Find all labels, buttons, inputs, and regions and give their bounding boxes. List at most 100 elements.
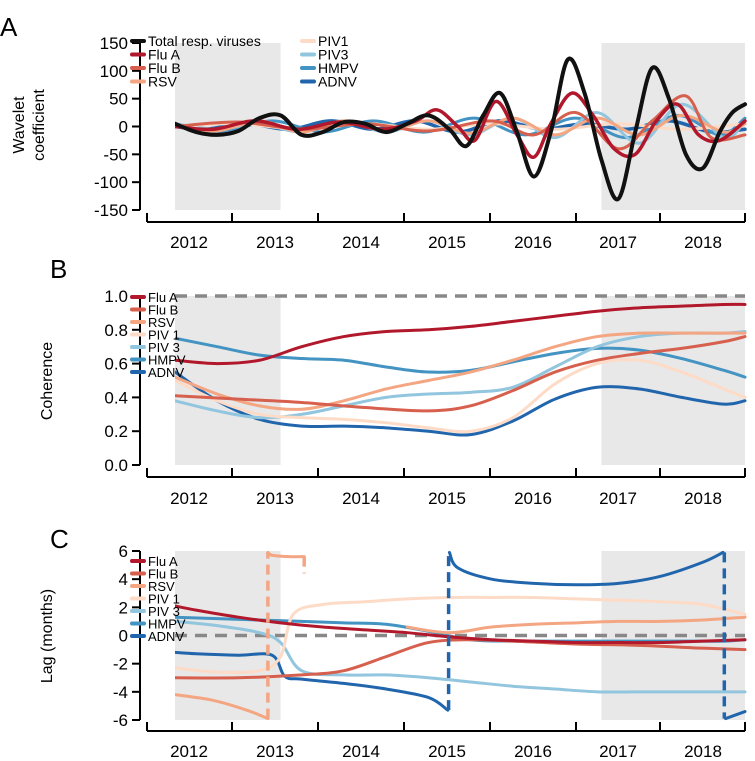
panel-c-y-tick-label: -4 xyxy=(113,683,128,702)
panel-c-series-adnv-segment-3 xyxy=(724,710,747,721)
panel-a-ylabel-line1: Wavelet xyxy=(11,96,28,154)
panel-c-legend-label-adnv: ADNV xyxy=(148,629,184,644)
panel-a-legend-label-piv3: PIV3 xyxy=(318,47,349,63)
panel-c-x-tick-label: 2013 xyxy=(256,742,294,761)
panel-c-y-tick-label: 0 xyxy=(119,627,128,646)
panel-a-legend-label-adnv: ADNV xyxy=(318,74,358,90)
panel-b-legend-label-adnv: ADNV xyxy=(148,365,184,380)
panel-a-y-tick-label: -100 xyxy=(94,173,128,192)
panel-label-a: A xyxy=(0,12,18,42)
panel-c-y-tick-label: -2 xyxy=(113,655,128,674)
panel-a-series-total-resp-viruses xyxy=(175,56,747,202)
panel-a-ylabel-line2: coefficient xyxy=(31,89,48,161)
panel-a-legend-label-flu-a: Flu A xyxy=(148,47,181,63)
panel-b-series xyxy=(175,302,747,437)
panel-b-shaded-periods xyxy=(175,296,745,465)
panel-b-legend-label-piv-3: PIV 3 xyxy=(148,340,180,355)
panel-c-x-tick-label: 2012 xyxy=(170,742,208,761)
panel-a-y-axis: 150 100 50 0 -50 -100 -150 xyxy=(94,34,141,220)
panel-a-plot-area xyxy=(175,56,747,202)
panel-b-legend-label-piv-1: PIV 1 xyxy=(148,328,180,343)
panel-b-series-rsv xyxy=(175,331,747,411)
panel-b-legend-label-hmpv: HMPV xyxy=(148,353,186,368)
panel-b-y-tick-label: 0.2 xyxy=(104,422,128,441)
panel-b-y-tick-label: 0.4 xyxy=(104,388,128,407)
panel-b-ylabel: Coherence xyxy=(39,342,56,420)
panel-a-legend-label-hmpv: HMPV xyxy=(318,60,359,76)
panel-a-x-tick-label: 2015 xyxy=(428,233,466,252)
panel-a-x-axis: 2012 2013 2014 2015 2016 2017 2018 xyxy=(146,213,746,252)
panel-b-x-tick-label: 2013 xyxy=(256,489,294,508)
panel-c-legend-label-rsv: RSV xyxy=(148,579,175,594)
panel-b-legend-label-flu-b: Flu B xyxy=(148,303,178,318)
panel-c-legend-label-piv-3: PIV 3 xyxy=(148,604,180,619)
panel-a-y-tick-label: -150 xyxy=(94,201,128,220)
panel-c-y-tick-label: -6 xyxy=(113,711,128,730)
panel-a-y-tick-label: 50 xyxy=(109,90,128,109)
panel-c-y-tick-label: 6 xyxy=(119,542,128,561)
panel-label-b: B xyxy=(50,254,67,284)
panel-a-legend-label-rsv: RSV xyxy=(148,74,177,90)
panel-c-x-tick-label: 2015 xyxy=(428,742,466,761)
panel-b-series-flu-a xyxy=(175,302,747,366)
panel-b-y-tick-label: 0.6 xyxy=(104,355,128,374)
panel-c-legend-label-hmpv: HMPV xyxy=(148,617,186,632)
panel-b: B 1.00.80.60.40.20.0 2012 2013 2014 2015 201… xyxy=(39,254,747,508)
panel-b-y-tick-label: 0.8 xyxy=(104,321,128,340)
panel-b-shaded-period-2 xyxy=(601,296,745,465)
panel-b-legend-label-flu-a: Flu A xyxy=(148,290,178,305)
panel-c-y-tick-label: 2 xyxy=(119,598,128,617)
panel-a-legend-label-total-resp-viruses: Total resp. viruses xyxy=(148,33,261,49)
panel-b-x-tick-label: 2018 xyxy=(684,489,722,508)
panel-c-x-tick-label: 2017 xyxy=(599,742,637,761)
panel-c-series-piv-1 xyxy=(175,595,747,675)
panel-c-x-tick-label: 2014 xyxy=(342,742,380,761)
panel-b-y-axis: 1.0 0.8 0.6 0.4 0.2 0.0 xyxy=(104,287,141,475)
panel-a-x-tick-label: 2012 xyxy=(170,233,208,252)
panel-a-series xyxy=(175,56,747,202)
panel-c-series-adnv-segment-2 xyxy=(447,550,725,587)
panel-b-series-flu-b xyxy=(175,335,747,413)
panel-a-y-tick-label: 100 xyxy=(100,62,128,81)
panel-a-legend-label-piv1: PIV1 xyxy=(318,33,349,49)
panel-a-x-tick-label: 2013 xyxy=(256,233,294,252)
panel-b-x-tick-label: 2015 xyxy=(428,489,466,508)
panel-c-series-adnv-segment-1 xyxy=(175,650,450,712)
panel-c-series-piv-3 xyxy=(175,619,747,694)
panel-c-y-tick-label: 4 xyxy=(119,570,128,589)
panel-a-y-tick-label: 150 xyxy=(100,34,128,53)
panel-a-x-tick-label: 2018 xyxy=(684,233,722,252)
panel-b-series-piv-1 xyxy=(175,358,747,434)
panel-c-plot-area xyxy=(175,550,747,721)
panel-b-plot-area xyxy=(175,302,747,437)
panel-c-x-tick-label: 2018 xyxy=(684,742,722,761)
panel-a-y-tick-label: 0 xyxy=(119,118,128,137)
panel-c-legend-label-flu-a: Flu A xyxy=(148,554,178,569)
panel-b-x-tick-label: 2012 xyxy=(170,489,208,508)
panel-b-x-tick-label: 2016 xyxy=(514,489,552,508)
panel-a-x-tick-label: 2014 xyxy=(342,233,380,252)
panel-b-legend-label-rsv: RSV xyxy=(148,315,175,330)
panel-c-series-rsv-segment-3 xyxy=(405,615,747,635)
panel-b-shaded-period-1 xyxy=(175,296,281,465)
panel-c-x-axis: 2012 2013 2014 2015 2016 2017 2018 xyxy=(146,722,746,761)
panel-b-series-adnv xyxy=(175,370,747,437)
panel-b-x-axis: 2012 2013 2014 2015 2016 2017 2018 xyxy=(146,468,746,508)
panel-b-y-tick-label: 1.0 xyxy=(104,287,128,306)
panel-c-legend-label-flu-b: Flu B xyxy=(148,567,178,582)
panel-a-x-tick-label: 2016 xyxy=(514,233,552,252)
panel-a-x-tick-label: 2017 xyxy=(599,233,637,252)
panel-a-y-tick-label: -50 xyxy=(103,145,128,164)
panel-c-ylabel: Lag (months) xyxy=(39,589,56,683)
panel-c-x-tick-label: 2016 xyxy=(514,742,552,761)
panel-b-y-tick-label: 0.0 xyxy=(104,456,128,475)
panel-c-series-rsv-segment-1 xyxy=(175,693,270,721)
panel-b-x-tick-label: 2017 xyxy=(599,489,637,508)
panel-b-x-tick-label: 2014 xyxy=(342,489,380,508)
